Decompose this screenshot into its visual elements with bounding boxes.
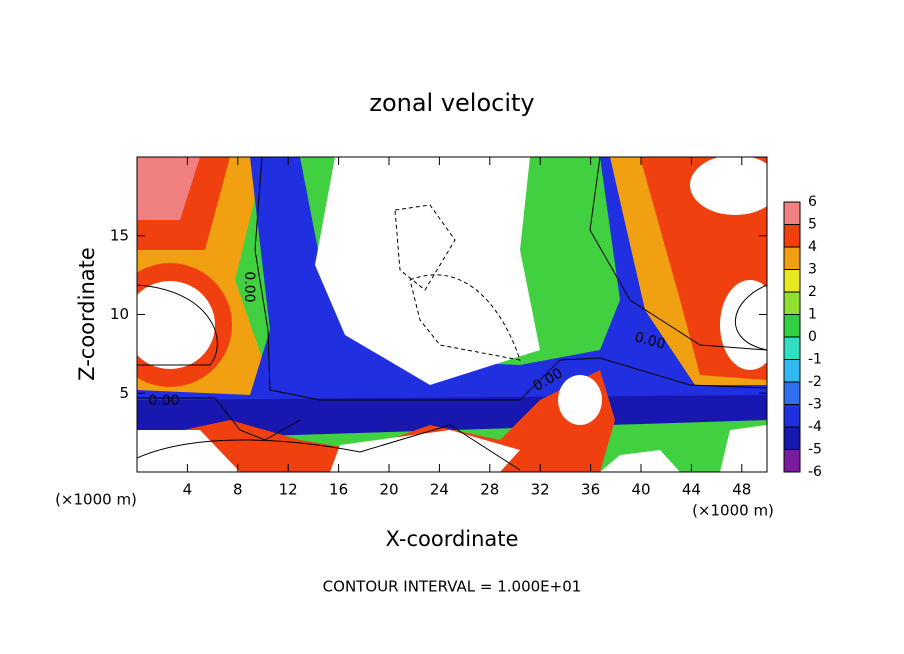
colorbar-label: -1 [808, 352, 822, 368]
colorbar-label: 5 [808, 217, 817, 233]
colorbar-band [784, 427, 800, 450]
x-tick-label: 20 [379, 481, 398, 499]
colorbar-band [784, 337, 800, 360]
colorbar-label: 6 [808, 194, 817, 210]
x-tick-label: 48 [732, 481, 751, 499]
contour-label: 0.00 [241, 271, 257, 302]
colorbar-label: -3 [808, 397, 822, 413]
contour-label: 0.00 [633, 329, 667, 353]
colorbar-band [784, 224, 800, 247]
x-tick-label: 32 [531, 481, 550, 499]
contour-label: 0.00 [148, 393, 179, 409]
colorbar-label: -5 [808, 442, 822, 458]
colorbar-band [784, 404, 800, 427]
colorbar-band [784, 269, 800, 292]
colorbar-band [784, 247, 800, 270]
colorbar-band [784, 292, 800, 315]
colorbar-label: 1 [808, 307, 817, 323]
x-unit-label: (×1000 m) [55, 491, 137, 509]
colorbar-label: 4 [808, 239, 817, 255]
x-axis-title: X-coordinate [386, 527, 519, 551]
y-tick-label: 10 [110, 305, 129, 323]
x-tick-label: 16 [329, 481, 348, 499]
colorbar-label: -4 [808, 419, 822, 435]
colorbar-band [784, 382, 800, 405]
colorbar-band [784, 314, 800, 337]
x-tick-label: 40 [631, 481, 650, 499]
colorbar-band [784, 449, 800, 472]
x-tick-label: 44 [682, 481, 701, 499]
x-tick-label: 36 [581, 481, 600, 499]
colorbar-band [784, 202, 800, 225]
colorbar-label: 0 [808, 329, 817, 345]
x-tick-label: 8 [233, 481, 243, 499]
colorbar-band [784, 359, 800, 382]
x-tick-label: 28 [480, 481, 499, 499]
colorbar-label: -6 [808, 464, 822, 480]
y-axis-title: Z-coordinate [75, 247, 99, 381]
x-unit-label: (×1000 m) [692, 502, 774, 520]
colorbar-label: 2 [808, 284, 817, 300]
x-tick-label: 4 [183, 481, 193, 499]
x-tick-label: 12 [279, 481, 298, 499]
x-tick-label: 24 [430, 481, 449, 499]
colorbar-label: -2 [808, 374, 822, 390]
y-tick-label: 15 [110, 226, 129, 244]
colorbar-label: 3 [808, 262, 817, 278]
footnote: CONTOUR INTERVAL = 1.000E+01 [323, 578, 582, 596]
y-tick-label: 5 [119, 384, 129, 402]
chart-title: zonal velocity [369, 89, 534, 117]
field [137, 157, 767, 472]
